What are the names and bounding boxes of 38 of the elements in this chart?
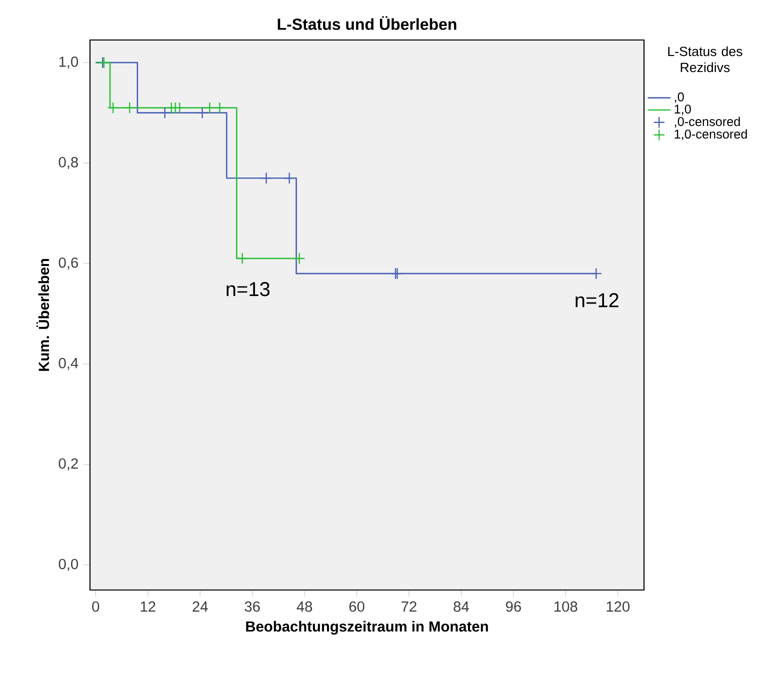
point	[283, 172, 296, 184]
point	[236, 252, 248, 264]
x-tick-label: 72	[402, 601, 416, 612]
legend-label: 1,0	[674, 104, 691, 116]
point	[107, 102, 119, 114]
y-tick-label: 0,2	[58, 458, 78, 470]
x-tick-label: 108	[554, 601, 578, 612]
x-tick-label: 12	[140, 601, 156, 612]
x-tick-label: 0	[92, 601, 100, 612]
y-tick-label: 0,0	[58, 558, 78, 571]
y-axis-title: Kum. Überleben	[36, 258, 50, 371]
point	[196, 106, 208, 119]
y-tick-label: 0,4	[58, 358, 78, 370]
y-tick-label: 0,8	[58, 157, 78, 170]
point	[260, 172, 272, 184]
x-tick-label: 84	[454, 601, 469, 612]
legend-label: ,0-censored	[674, 116, 740, 128]
x-tick-label: 120	[606, 601, 630, 612]
chart-title: L-Status und Überleben	[278, 16, 456, 30]
annotation: n=13	[226, 282, 270, 296]
x-axis-title: Beobachtungszeitraum in Monaten	[246, 620, 488, 635]
point	[293, 252, 306, 264]
legend-label: ,0	[674, 92, 684, 103]
x-tick-label: 60	[349, 601, 364, 612]
x-tick-label: 24	[192, 601, 208, 612]
y-tick-label: 0,6	[58, 257, 78, 270]
x-tick-label: 48	[296, 601, 312, 612]
x-tick-label: 36	[244, 601, 260, 612]
point	[204, 102, 216, 114]
annotation: n=12	[576, 293, 618, 308]
point	[214, 102, 226, 114]
point	[158, 106, 171, 119]
point	[590, 268, 602, 280]
y-tick-label: 1,0	[59, 56, 78, 69]
x-tick-label: 96	[506, 601, 521, 612]
legend-title: L-Status des Rezidivs	[668, 46, 742, 72]
legend-label: 1,0-censored	[674, 129, 747, 140]
point	[124, 102, 136, 114]
